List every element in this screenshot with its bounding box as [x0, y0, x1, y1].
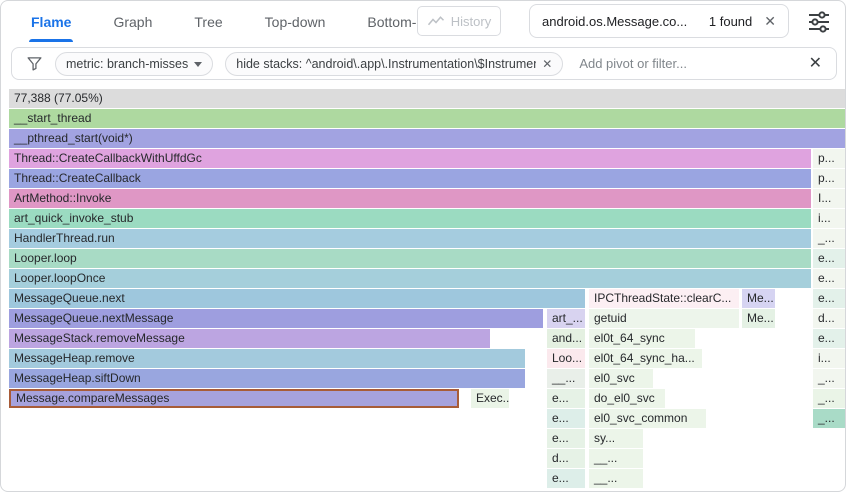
tune-settings-icon[interactable]: [807, 11, 831, 33]
flame-bar[interactable]: Loo...: [547, 349, 585, 368]
tab-bottom-up[interactable]: Bottom-up: [365, 1, 434, 43]
flame-bar[interactable]: Thread::CreateCallback: [9, 169, 811, 188]
flame-bar[interactable]: MessageStack.removeMessage: [9, 329, 490, 348]
filter-funnel-icon[interactable]: [26, 55, 43, 72]
flame-bar[interactable]: MessageHeap.remove: [9, 349, 525, 368]
search-result-count: 1 found: [708, 13, 753, 29]
tab-graph[interactable]: Graph: [111, 1, 154, 43]
flame-bar[interactable]: d...: [813, 309, 845, 328]
flame-bar[interactable]: do_el0_svc: [589, 389, 665, 408]
search-input[interactable]: android.os.Message.co... 1 found ✕: [529, 4, 789, 38]
top-toolbar: Flame Graph Tree Top-down Bottom-up Hist…: [1, 1, 845, 43]
flame-bar[interactable]: art_quick_invoke_stub: [9, 209, 811, 228]
remove-filter-icon[interactable]: ✕: [542, 56, 553, 71]
flame-bar[interactable]: HandlerThread.run: [9, 229, 811, 248]
flame-bar[interactable]: Me...: [742, 309, 775, 328]
flame-bar[interactable]: i...: [813, 349, 845, 368]
tab-flame-label: Flame: [31, 14, 72, 30]
line-chart-icon: [427, 16, 444, 26]
flame-bar[interactable]: p...: [813, 149, 845, 168]
view-tabs: Flame Graph Tree Top-down Bottom-up: [29, 1, 472, 43]
flame-bar[interactable]: and...: [547, 329, 585, 348]
flame-bar[interactable]: _...: [813, 369, 845, 388]
search-clear-icon[interactable]: ✕: [764, 13, 776, 29]
flame-bar[interactable]: art_...: [547, 309, 585, 328]
flame-bar[interactable]: el0t_64_sync_ha...: [589, 349, 702, 368]
chevron-down-icon: [194, 61, 203, 67]
flame-bar[interactable]: Looper.loop: [9, 249, 811, 268]
flame-bar[interactable]: el0_svc: [589, 369, 653, 388]
flame-bar[interactable]: __start_thread: [9, 109, 845, 128]
flame-bar[interactable]: e...: [547, 389, 585, 408]
flame-bar[interactable]: getuid: [589, 309, 739, 328]
flame-bar[interactable]: IPCThreadState::clearC...: [589, 289, 739, 308]
flame-bar[interactable]: __...: [589, 469, 643, 488]
flame-bar[interactable]: e...: [547, 409, 585, 428]
flame-bar-total[interactable]: 77,388 (77.05%): [9, 89, 845, 108]
hide-stacks-filter-label: hide stacks: ^android\.app\.Instrumentat…: [236, 56, 537, 71]
history-button[interactable]: History: [417, 6, 501, 36]
tab-flame[interactable]: Flame: [29, 1, 74, 43]
flame-bar[interactable]: _...: [813, 229, 845, 248]
tab-top-down[interactable]: Top-down: [263, 1, 328, 43]
flame-bar[interactable]: e...: [813, 329, 845, 348]
tab-bottom-up-label: Bottom-up: [367, 14, 432, 30]
flame-bar[interactable]: _...: [813, 409, 845, 428]
flame-bar[interactable]: p...: [813, 169, 845, 188]
search-value: android.os.Message.co...: [542, 13, 688, 29]
flame-bar[interactable]: MessageQueue.next: [9, 289, 585, 308]
add-pivot-input[interactable]: Add pivot or filter...: [579, 56, 687, 71]
flame-bar[interactable]: Me...: [742, 289, 775, 308]
metric-filter-label: metric: branch-misses: [66, 56, 189, 71]
hide-stacks-filter-chip[interactable]: hide stacks: ^android\.app\.Instrumentat…: [225, 51, 564, 76]
flame-bar[interactable]: __...: [547, 369, 585, 388]
flame-bar[interactable]: el0t_64_sync: [589, 329, 695, 348]
flame-bar-selected[interactable]: Message.compareMessages: [9, 389, 459, 408]
flame-bar[interactable]: d...: [547, 449, 585, 468]
flame-bar[interactable]: e...: [547, 469, 585, 488]
tab-top-down-label: Top-down: [264, 14, 326, 30]
tab-graph-label: Graph: [113, 14, 153, 30]
metric-filter-chip[interactable]: metric: branch-misses: [55, 51, 214, 76]
flame-bar[interactable]: e...: [547, 429, 585, 448]
tab-tree-label: Tree: [194, 14, 223, 30]
flame-bar[interactable]: Exec...: [471, 389, 509, 408]
flame-bar[interactable]: I...: [813, 189, 845, 208]
flame-bar[interactable]: i...: [813, 209, 845, 228]
flame-bar[interactable]: MessageQueue.nextMessage: [9, 309, 543, 328]
flame-bar[interactable]: __pthread_start(void*): [9, 129, 845, 148]
flame-bar[interactable]: _...: [813, 389, 845, 408]
flame-bar[interactable]: Thread::CreateCallbackWithUffdGc: [9, 149, 811, 168]
flame-bar[interactable]: e...: [813, 269, 845, 288]
filter-bar: metric: branch-misses hide stacks: ^andr…: [11, 47, 837, 80]
flame-bar[interactable]: MessageHeap.siftDown: [9, 369, 525, 388]
flame-bar[interactable]: e...: [813, 289, 845, 308]
flame-bar[interactable]: sy...: [589, 429, 643, 448]
tab-tree[interactable]: Tree: [192, 1, 224, 43]
history-button-label: History: [450, 13, 492, 29]
flame-bar[interactable]: e...: [813, 249, 845, 268]
clear-filters-icon[interactable]: ✕: [808, 54, 822, 72]
flame-bar[interactable]: ArtMethod::Invoke: [9, 189, 811, 208]
flame-bar[interactable]: Looper.loopOnce: [9, 269, 811, 288]
flame-bar[interactable]: el0_svc_common: [589, 409, 706, 428]
flame-bar[interactable]: __...: [589, 449, 643, 468]
